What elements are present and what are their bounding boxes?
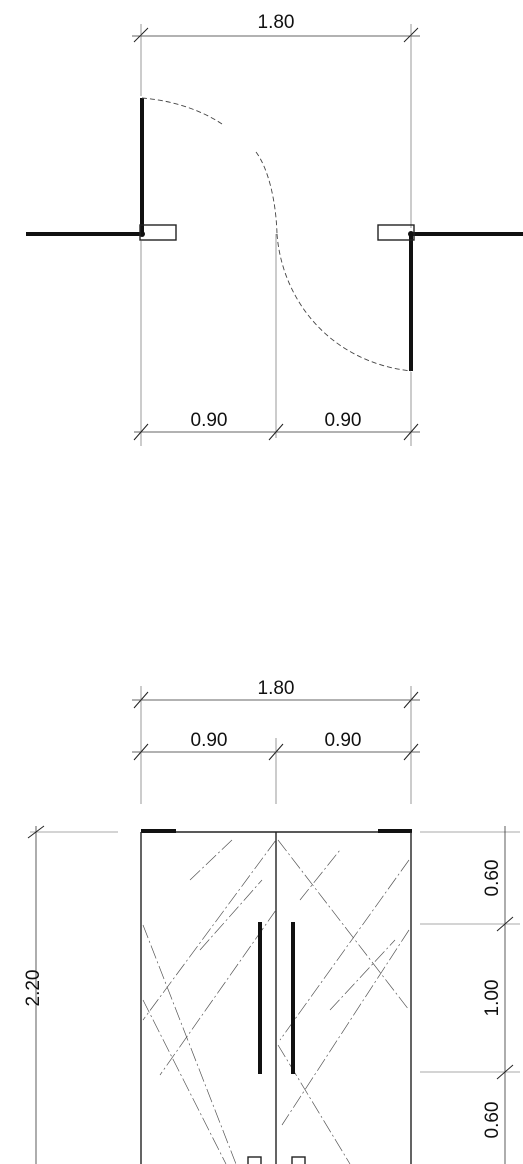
door-elevation — [140, 829, 412, 1164]
top-segment-height-label: 0.60 — [482, 860, 503, 897]
left-jamb — [139, 224, 177, 241]
middle-segment-height-label: 1.00 — [482, 980, 503, 1017]
right-floor-pivot — [291, 1156, 306, 1164]
elevation-right-width-label: 0.90 — [325, 730, 362, 751]
elevation-left-width-label: 0.90 — [191, 730, 228, 751]
plan-split-dimension: 0.90 0.90 — [133, 410, 420, 441]
left-leaf-glass-reflection — [142, 839, 277, 1164]
elevation-height-dimension: 2.20 — [23, 825, 118, 1164]
right-door-swing-arc — [276, 233, 412, 372]
elevation-view: 1.80 0.90 0.90 — [23, 678, 520, 1164]
plan-view: 1.80 0.90 0.90 — [26, 12, 523, 446]
right-jamb — [377, 224, 415, 241]
left-floor-pivot — [247, 1156, 262, 1164]
elevation-overall-dimension: 1.80 — [132, 678, 420, 709]
elevation-segment-dimensions: 0.60 1.00 0.60 — [420, 826, 520, 1164]
plan-total-width-label: 1.80 — [258, 12, 295, 33]
elevation-total-width-label: 1.80 — [258, 678, 295, 699]
left-door-swing-arc — [141, 97, 223, 125]
plan-left-width-label: 0.90 — [191, 410, 228, 431]
left-door-swing-arc-lower — [255, 151, 278, 235]
right-leaf-glass-reflection — [277, 839, 410, 1164]
plan-overall-dimension: 1.80 — [132, 12, 420, 228]
elevation-total-height-label: 2.20 — [23, 970, 44, 1007]
right-hinge-pivot — [408, 231, 414, 237]
plan-right-width-label: 0.90 — [325, 410, 362, 431]
bottom-segment-height-label: 0.60 — [482, 1102, 503, 1139]
